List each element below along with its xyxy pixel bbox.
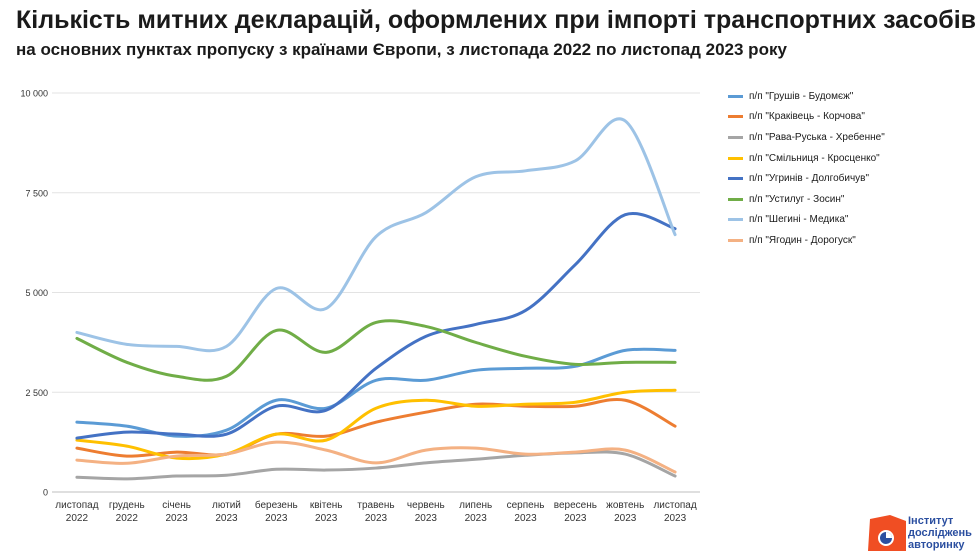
logo-text: Інститут досліджень авторинку xyxy=(908,515,972,551)
legend-item: п/п "Ягодин - Дорогуск" xyxy=(728,230,978,251)
logo-line: авторинку xyxy=(908,539,965,551)
x-tick-label: листопад 2023 xyxy=(653,500,696,524)
legend-swatch xyxy=(728,238,743,242)
x-tick-label: грудень 2022 xyxy=(109,500,145,524)
series-line-5 xyxy=(75,319,677,382)
series-line-1 xyxy=(75,397,677,458)
x-tick-label: березень 2023 xyxy=(255,499,298,524)
legend: п/п "Грушів - Будомєж" п/п "Краківець - К… xyxy=(728,86,978,251)
x-tick-label: вересень 2023 xyxy=(554,500,597,524)
x-tick-label: жовтень 2023 xyxy=(606,500,644,524)
y-tick-label: 0 xyxy=(43,488,48,498)
logo-line: досліджень xyxy=(908,527,972,539)
x-tick-label: липень 2023 xyxy=(459,500,492,524)
x-tick-label: листопад 2022 xyxy=(55,500,98,524)
legend-swatch xyxy=(728,135,743,139)
series-line-7 xyxy=(75,440,677,474)
x-tick-label: травень 2023 xyxy=(357,500,394,524)
legend-swatch xyxy=(728,94,743,98)
legend-item: п/п "Устилуг - Зосин" xyxy=(728,189,978,210)
logo-mark xyxy=(868,515,906,551)
x-tick-label: квітень 2023 xyxy=(310,500,343,524)
legend-item: п/п "Грушів - Будомєж" xyxy=(728,86,978,107)
series-line-0 xyxy=(75,347,677,438)
legend-swatch xyxy=(728,197,743,201)
legend-item: п/п "Угринів - Долгобичув" xyxy=(728,168,978,189)
y-tick-label: 10 000 xyxy=(20,89,48,99)
series-lines xyxy=(75,117,677,481)
logo-line: Інститут xyxy=(908,515,954,527)
legend-label: п/п "Устилуг - Зосин" xyxy=(749,193,845,205)
legend-label: п/п "Угринів - Долгобичув" xyxy=(749,173,870,185)
legend-item: п/п "Смільниця - Кросценко" xyxy=(728,148,978,169)
legend-label: п/п "Краківець - Корчова" xyxy=(749,111,865,123)
x-tick-label: червень 2023 xyxy=(407,500,445,524)
legend-swatch xyxy=(728,177,743,181)
y-tick-label: 5 000 xyxy=(25,288,48,298)
x-tick-label: лютий 2023 xyxy=(212,500,241,524)
legend-item: п/п "Краківець - Корчова" xyxy=(728,107,978,128)
legend-swatch xyxy=(728,218,743,222)
series-line-6 xyxy=(75,117,677,353)
legend-label: п/п "Грушів - Будомєж" xyxy=(749,90,854,102)
chart-subtitle: на основних пунктах пропуску з країнами … xyxy=(16,40,787,59)
legend-swatch xyxy=(728,156,743,160)
series-line-4 xyxy=(75,211,677,440)
chart-title: Кількість митних декларацій, оформлених … xyxy=(16,6,977,34)
legend-item: п/п "Шегині - Медика" xyxy=(728,210,978,231)
legend-item: п/п "Рава-Руська - Хребенне" xyxy=(728,127,978,148)
legend-label: п/п "Шегині - Медика" xyxy=(749,214,849,226)
x-tick-label: серпень 2023 xyxy=(507,500,545,524)
series-line-3 xyxy=(75,388,677,461)
legend-swatch xyxy=(728,115,743,119)
legend-label: п/п "Ягодин - Дорогуск" xyxy=(749,234,856,246)
legend-label: п/п "Рава-Руська - Хребенне" xyxy=(749,131,885,143)
y-tick-label: 2 500 xyxy=(25,388,48,398)
grid-lines xyxy=(52,92,700,493)
legend-label: п/п "Смільниця - Кросценко" xyxy=(749,152,880,164)
y-axis: 0 2 500 5 000 7 500 10 000 xyxy=(20,89,48,498)
x-axis: листопад 2022 грудень 2022 січень 2023 лютий 20… xyxy=(55,499,697,524)
x-tick-label: січень 2023 xyxy=(162,500,191,524)
y-tick-label: 7 500 xyxy=(25,188,48,198)
